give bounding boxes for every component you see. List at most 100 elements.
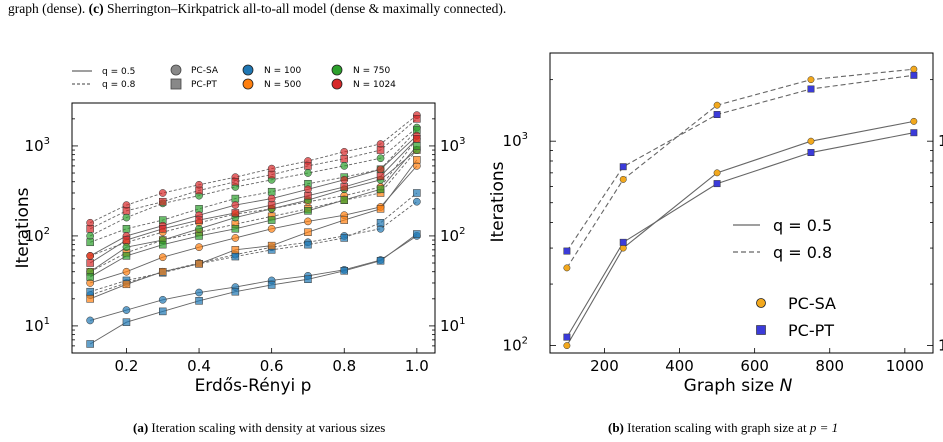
- data-point-square: [122, 207, 131, 215]
- data-point-square: [376, 185, 385, 194]
- series-line: [89, 159, 418, 300]
- data-point-circle: [340, 147, 349, 156]
- series-line: [566, 68, 914, 269]
- data-point-circle: [619, 244, 627, 252]
- data-point-square: [413, 230, 421, 238]
- data-point-square: [376, 172, 385, 181]
- data-point-circle: [807, 137, 815, 145]
- data-point-circle: [304, 185, 312, 194]
- legend-n100-label: N = 100: [264, 66, 301, 76]
- series-line: [89, 127, 418, 237]
- data-point-circle: [340, 162, 349, 170]
- y-tick-exponent: 3: [459, 136, 465, 147]
- panel-b-xlabel: Graph size N: [684, 376, 793, 396]
- data-point-square: [195, 216, 203, 224]
- data-point-square: [86, 225, 94, 233]
- data-point-square: [267, 170, 276, 179]
- series-line: [89, 145, 418, 278]
- data-point-square: [340, 216, 348, 224]
- subcaption-a-text: Iteration scaling with density at variou…: [151, 420, 386, 435]
- data-point-square: [340, 155, 348, 163]
- legend-b-pt-marker: [756, 325, 766, 335]
- data-point-square: [713, 180, 721, 188]
- data-point-circle: [122, 213, 131, 222]
- data-point-circle: [122, 243, 131, 252]
- y-tick-label-right: 101: [440, 316, 465, 335]
- data-point-circle: [86, 316, 95, 325]
- data-point-square: [413, 115, 421, 123]
- data-point-circle: [195, 288, 203, 297]
- data-point-square: [195, 232, 203, 240]
- data-point-square: [122, 252, 131, 260]
- legend-n750-marker: [331, 64, 343, 76]
- caption-c-text: Sherrington–Kirkpatrick all-to-all model…: [106, 1, 507, 16]
- data-point-square: [376, 205, 385, 213]
- data-point-square: [159, 267, 167, 276]
- data-point-square: [231, 177, 240, 186]
- data-point-square: [267, 281, 276, 289]
- series-line: [90, 201, 418, 296]
- data-point-square: [619, 163, 627, 171]
- data-point-square: [413, 189, 421, 197]
- data-point-circle: [86, 232, 95, 240]
- panel-a-plot: [86, 111, 421, 348]
- data-point-square: [86, 295, 94, 303]
- data-point-circle: [195, 224, 203, 233]
- data-point-square: [304, 228, 312, 236]
- data-point-square: [304, 240, 312, 249]
- data-point-circle: [910, 117, 918, 125]
- data-point-circle: [713, 101, 721, 109]
- data-point-square: [340, 183, 348, 191]
- series-line: [566, 120, 914, 346]
- data-point-square: [231, 287, 240, 296]
- subcaption-b-label: (b): [608, 420, 624, 435]
- data-point-circle: [807, 76, 815, 84]
- data-point-square: [86, 273, 94, 281]
- figure-caption: graph (dense). (c) Sherrington–Kirkpatri…: [8, 0, 938, 17]
- legend-q05-label: q = 0.5: [102, 67, 135, 77]
- legend-b-sa-marker: [756, 298, 766, 308]
- data-point-circle: [304, 217, 312, 226]
- series-line: [89, 118, 418, 230]
- x-tick-label: 800: [815, 357, 844, 375]
- data-point-square: [86, 340, 94, 348]
- data-point-square: [413, 135, 421, 143]
- legend-n100-marker: [242, 64, 254, 76]
- data-point-square: [563, 247, 571, 255]
- data-point-circle: [122, 306, 131, 314]
- series-line: [90, 235, 418, 321]
- data-point-square: [159, 197, 167, 206]
- series-line: [89, 149, 418, 273]
- data-point-square: [376, 256, 385, 265]
- series-line: [89, 149, 418, 273]
- data-point-square: [195, 205, 203, 213]
- data-point-square: [195, 260, 203, 268]
- data-point-square: [195, 297, 203, 305]
- legend-a: q = 0.5 q = 0.8 PC-SA PC-PT N = 100 N = …: [72, 64, 396, 90]
- data-point-circle: [563, 264, 571, 272]
- x-tick-label: 0.2: [115, 357, 139, 375]
- series-line: [90, 192, 418, 293]
- series-line: [89, 129, 418, 243]
- caption-c-label: (c): [88, 1, 104, 16]
- data-point-square: [267, 241, 276, 250]
- y-tick-exponent: 2: [459, 226, 465, 237]
- y-tick-exponent: 1: [459, 316, 465, 327]
- legend-n500-marker: [242, 78, 254, 90]
- data-point-square: [713, 111, 721, 118]
- data-point-circle: [619, 175, 627, 183]
- data-point-square: [807, 149, 815, 156]
- data-point-square: [231, 252, 240, 261]
- data-point-circle: [713, 169, 721, 177]
- subcaption-a-label: (a): [133, 420, 149, 435]
- y-tick-exponent: 3: [44, 136, 50, 147]
- subcaption-b-math: p = 1: [809, 420, 839, 435]
- data-point-circle: [122, 267, 131, 276]
- data-point-square: [159, 240, 167, 249]
- x-tick-label: 1.0: [405, 357, 429, 375]
- subcaption-b-text: Iteration scaling with graph size at: [627, 420, 807, 435]
- series-line: [90, 165, 418, 284]
- legend-square-marker: [170, 78, 182, 90]
- data-point-square: [413, 156, 421, 164]
